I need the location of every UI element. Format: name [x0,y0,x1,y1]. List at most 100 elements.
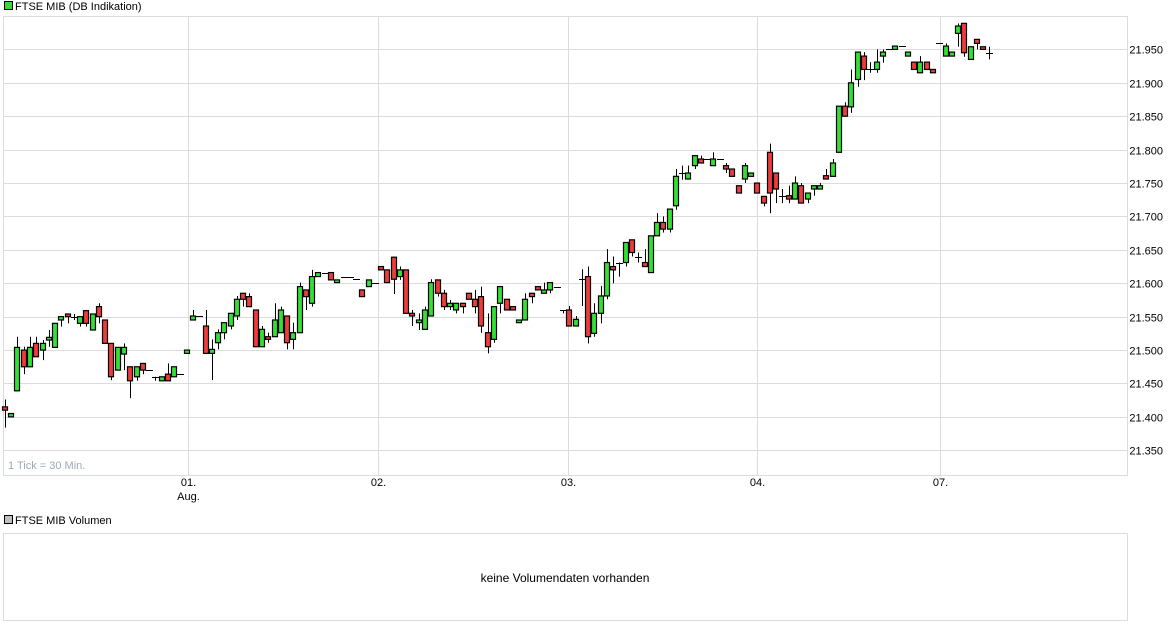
candle-body-up [396,269,404,278]
candle [772,172,780,204]
x-tick-label: 07. [933,477,948,489]
candle-body-up [452,302,460,311]
y-tick-label: 21.550 [1129,313,1163,325]
candle [616,262,623,277]
candle-body-up [45,336,53,341]
candle-body-down [797,185,805,204]
candle [597,285,605,324]
candle [101,319,109,344]
candle [779,189,786,204]
candle [728,168,736,177]
candle [679,165,686,180]
candle [916,56,924,74]
candle-body-down [766,151,774,194]
candle-body-down [628,239,636,254]
x-tick-label: 01. [181,477,196,489]
candle [760,195,768,207]
volume-panel [3,533,1128,621]
candle-body-down [697,158,705,164]
candle-body-up [791,182,799,200]
candle-body-up [220,322,228,334]
candle-body-down [459,302,467,308]
candle-body-up [854,51,862,81]
candle [13,336,21,392]
candle [164,363,172,382]
candle-body-up [39,342,47,351]
grid-lines [3,16,1128,475]
price-legend-label: FTSE MIB (DB Indikation) [15,1,142,13]
candle-body-down [722,165,730,170]
plot-frame [3,16,1128,476]
candle [421,306,429,330]
candle-body-down [264,336,272,340]
candle-body-up [170,366,178,378]
candle [434,279,442,297]
candle-body-up [672,175,680,207]
candle [534,285,542,291]
x-tick-label: 04. [750,477,765,489]
candle [546,281,554,294]
candle [684,165,692,180]
candle-body-up [816,185,824,190]
candle [891,45,899,51]
candle [415,313,423,331]
candle-body-down [408,312,416,317]
candle-body-up [208,348,216,355]
candle-body-up [810,185,818,190]
candles [1,22,993,428]
candle-body-down [164,373,172,382]
candle-body-up [13,346,21,392]
candle [51,322,59,348]
x-tick-sublabel: Aug. [177,491,200,503]
candle [390,256,398,294]
candle-body-up [365,279,373,288]
x-tick-label: 03. [561,477,576,489]
candle [82,310,90,327]
candle [133,366,141,381]
candle-body-up [904,51,912,57]
candle [910,61,918,71]
candle-body-up [57,316,65,321]
candle [327,271,335,281]
candle-body-down [534,285,542,291]
candle [503,298,511,311]
candle [735,185,743,194]
candle-body-up [51,322,59,348]
candle [152,376,159,381]
candle [258,326,266,348]
candle-body-down [139,362,147,371]
candle [308,269,316,307]
y-tick-label: 21.500 [1129,346,1163,358]
candle-body-down [929,68,937,74]
candle-body-up [572,318,580,327]
candle-body-down [239,292,247,300]
candle-body-down [477,296,485,327]
candle-body-down [434,279,442,294]
candle [753,182,761,194]
volume-legend-swatch [4,515,13,524]
candle-body-up [916,61,924,74]
candle [822,169,830,180]
candle [797,183,805,204]
candle [960,22,968,57]
candle [107,342,115,381]
candle [672,169,680,210]
candle-body-up [490,306,498,340]
candle-body-up [89,313,97,331]
candle-body-up [546,281,554,291]
y-tick-label: 21.900 [1129,79,1163,91]
candle-body-up [158,376,166,382]
candle-body-down [383,269,391,284]
candle [641,249,649,268]
candle-body-down [245,296,253,308]
candle [948,51,956,57]
candle-body-down [822,175,830,180]
candle [622,241,630,267]
price-legend-swatch [4,1,13,10]
candle [283,315,291,350]
candle [277,306,285,334]
candle [32,336,40,358]
candle [189,309,197,321]
candle [709,152,717,167]
